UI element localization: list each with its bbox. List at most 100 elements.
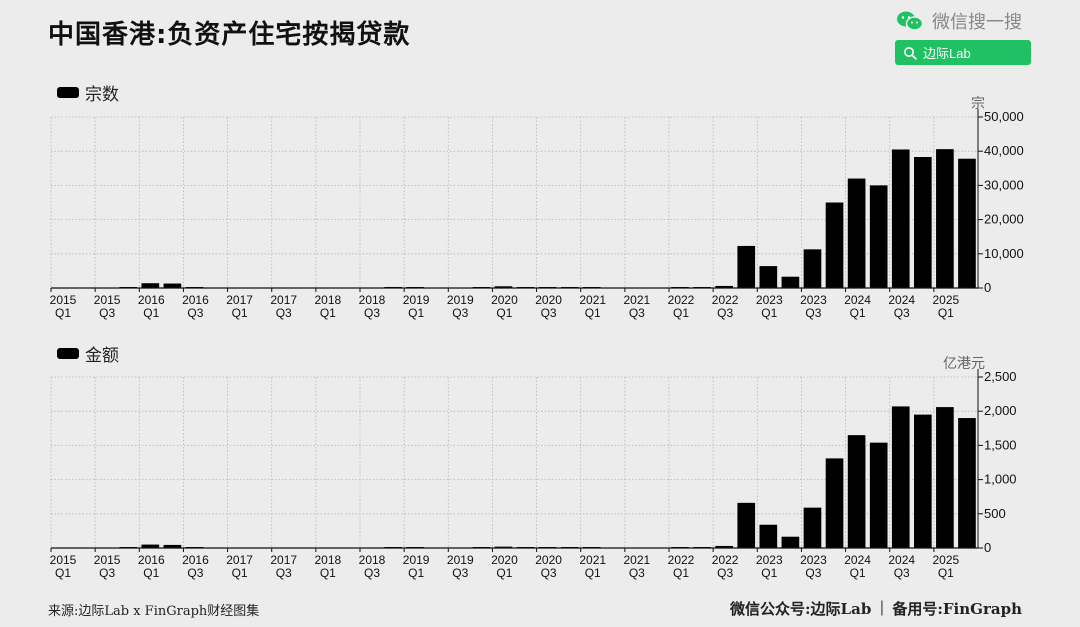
x-tick-label-year: 2020 <box>535 553 562 567</box>
y-tick-label: 10,000 <box>984 246 1024 261</box>
y-tick-label: 40,000 <box>984 143 1024 158</box>
x-tick-label-year: 2018 <box>315 553 342 567</box>
x-tick-label-year: 2017 <box>270 293 297 307</box>
x-tick-label-year: 2022 <box>712 553 739 567</box>
x-tick-label-year: 2015 <box>50 553 77 567</box>
footer-separator: | <box>879 598 885 616</box>
backup-label: 备用号:FinGraph <box>892 600 1022 618</box>
legend-swatch <box>57 87 79 98</box>
x-tick-label-year: 2016 <box>138 553 165 567</box>
x-tick-label-year: 2019 <box>447 553 474 567</box>
x-tick-label-year: 2016 <box>138 293 165 307</box>
x-tick-label-year: 2018 <box>359 553 386 567</box>
x-tick-label-quarter: Q3 <box>187 306 203 320</box>
x-tick-label-quarter: Q1 <box>938 566 954 580</box>
x-tick-label-quarter: Q1 <box>585 306 601 320</box>
x-tick-label-year: 2016 <box>182 293 209 307</box>
y-tick-label: 50,000 <box>984 109 1024 124</box>
y-tick-label: 1,000 <box>984 472 1017 487</box>
x-tick-label-quarter: Q3 <box>276 566 292 580</box>
source-note: 来源:边际Lab x FinGraph财经图集 <box>48 604 260 619</box>
x-tick-label-quarter: Q3 <box>629 306 645 320</box>
x-tick-label-quarter: Q3 <box>805 306 821 320</box>
bar <box>141 544 160 548</box>
y-tick-label: 2,500 <box>984 369 1017 384</box>
bar <box>958 158 976 288</box>
x-tick-label-quarter: Q3 <box>717 566 733 580</box>
bar <box>737 245 756 288</box>
x-tick-label-year: 2022 <box>712 293 739 307</box>
x-tick-label-year: 2018 <box>359 293 386 307</box>
x-tick-label-year: 2016 <box>182 553 209 567</box>
bar <box>958 418 976 548</box>
x-tick-label-year: 2025 <box>933 293 960 307</box>
x-tick-label-quarter: Q3 <box>894 306 910 320</box>
legend-amount: 金额 <box>57 341 119 366</box>
y-unit-label: 宗 <box>971 96 985 112</box>
x-tick-label-year: 2021 <box>579 293 606 307</box>
bar <box>913 414 932 548</box>
bar <box>891 149 910 288</box>
y-tick-label: 30,000 <box>984 177 1024 192</box>
x-tick-label-year: 2021 <box>624 553 651 567</box>
x-tick-label-year: 2017 <box>270 553 297 567</box>
x-tick-label-quarter: Q3 <box>452 306 468 320</box>
x-tick-label-year: 2023 <box>800 553 827 567</box>
bar <box>781 276 800 288</box>
x-tick-label-quarter: Q1 <box>938 306 954 320</box>
x-tick-label-year: 2024 <box>844 553 871 567</box>
y-tick-label: 20,000 <box>984 212 1024 227</box>
bar <box>891 406 910 548</box>
x-tick-label-quarter: Q1 <box>143 566 159 580</box>
x-tick-label-year: 2015 <box>50 293 77 307</box>
x-tick-label-quarter: Q3 <box>717 306 733 320</box>
x-tick-label-quarter: Q1 <box>673 566 689 580</box>
x-tick-label-quarter: Q1 <box>496 566 512 580</box>
search-button[interactable]: 边际Lab <box>895 40 1031 65</box>
x-tick-label-year: 2017 <box>226 293 253 307</box>
x-tick-label-quarter: Q3 <box>99 306 115 320</box>
x-tick-label-year: 2020 <box>491 553 518 567</box>
x-tick-label-year: 2015 <box>94 293 121 307</box>
legend-swatch <box>57 348 79 359</box>
bar <box>825 458 844 548</box>
x-tick-label-year: 2018 <box>315 293 342 307</box>
x-tick-label-year: 2021 <box>579 553 606 567</box>
bar <box>847 178 866 288</box>
x-tick-label-year: 2025 <box>933 553 960 567</box>
wechat-icon <box>897 11 924 31</box>
x-tick-label-quarter: Q1 <box>320 566 336 580</box>
x-tick-label-quarter: Q3 <box>364 566 380 580</box>
x-tick-label-quarter: Q1 <box>850 566 866 580</box>
x-tick-label-quarter: Q1 <box>232 306 248 320</box>
bar <box>759 524 778 548</box>
x-tick-label-quarter: Q1 <box>673 306 689 320</box>
bar <box>163 544 182 548</box>
x-tick-label-quarter: Q3 <box>541 566 557 580</box>
x-tick-label-quarter: Q1 <box>320 306 336 320</box>
y-unit-label: 亿港元 <box>943 356 985 372</box>
bar <box>737 502 756 548</box>
x-tick-label-year: 2021 <box>624 293 651 307</box>
x-tick-label-quarter: Q1 <box>232 566 248 580</box>
bar <box>869 442 888 548</box>
legend-count: 宗数 <box>57 80 119 105</box>
x-tick-label-quarter: Q3 <box>629 566 645 580</box>
x-tick-label-quarter: Q1 <box>585 566 601 580</box>
bar <box>936 407 954 548</box>
x-tick-label-year: 2020 <box>491 293 518 307</box>
x-tick-label-year: 2015 <box>94 553 121 567</box>
page-title: 中国香港:负资产住宅按揭贷款 <box>48 20 411 50</box>
bar <box>781 536 800 548</box>
x-tick-label-quarter: Q1 <box>761 306 777 320</box>
x-tick-label-year: 2022 <box>668 293 695 307</box>
bar <box>494 286 513 288</box>
x-tick-label-year: 2020 <box>535 293 562 307</box>
bar <box>715 285 734 288</box>
bar <box>494 546 513 548</box>
footer-account: 微信公众号:边际Lab | 备用号:FinGraph <box>730 598 1022 619</box>
x-tick-label-quarter: Q3 <box>364 306 380 320</box>
x-tick-label-quarter: Q1 <box>496 306 512 320</box>
x-tick-label-quarter: Q1 <box>143 306 159 320</box>
